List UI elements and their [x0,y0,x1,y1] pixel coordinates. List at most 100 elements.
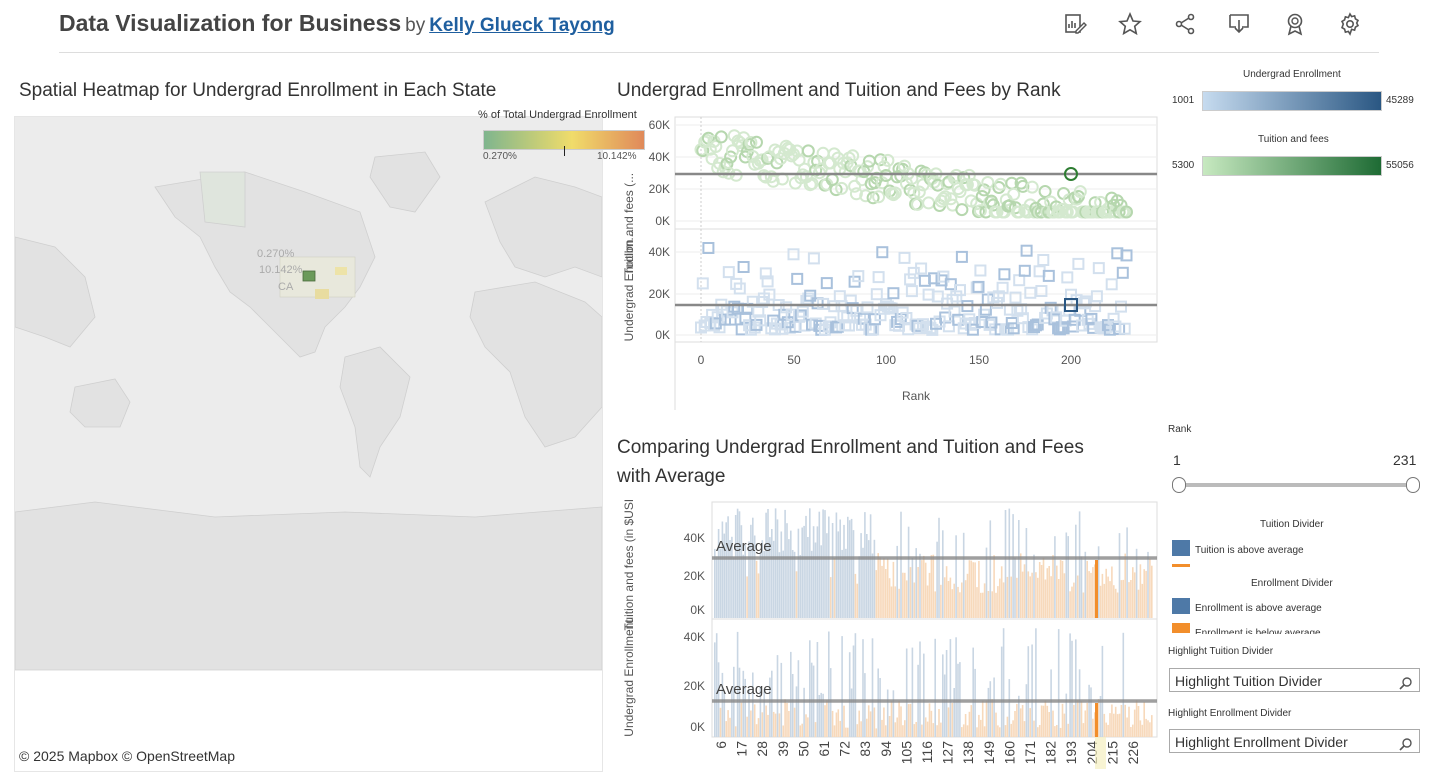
enrollment-bar[interactable] [748,688,750,737]
enrollment-bar[interactable] [740,702,743,737]
enrollment-bar[interactable] [801,723,803,737]
enrollment-bar[interactable] [1139,720,1142,737]
tuition-bar[interactable] [776,519,779,618]
tuition-bar[interactable] [1126,527,1128,618]
enrollment-bar[interactable] [888,716,891,737]
enrollment-bar[interactable] [1073,704,1075,737]
tuition-below-swatch[interactable] [1172,564,1190,567]
tuition-bar[interactable] [721,521,724,619]
enrollment-bar[interactable] [1126,717,1128,738]
tuition-bar[interactable] [763,551,765,618]
scatter-enrollment-point[interactable] [756,296,769,308]
tuition-bar[interactable] [848,520,851,618]
enrollment-bar[interactable] [886,689,889,738]
tuition-bar[interactable] [784,509,786,618]
tuition-bar[interactable] [1088,571,1090,618]
tuition-bar[interactable] [970,560,973,618]
enrollment-bar[interactable] [867,705,870,737]
scatter-tuition-point[interactable] [1007,187,1021,201]
tuition-bar[interactable] [924,562,927,618]
download-icon[interactable] [1225,10,1253,38]
tuition-bar[interactable] [877,553,879,618]
tuition-bar[interactable] [947,581,950,618]
enrollment-bar[interactable] [951,702,954,737]
tuition-bar[interactable] [858,556,860,618]
tuition-bar[interactable] [869,514,872,618]
scatter-enrollment-point[interactable] [861,301,874,314]
enrollment-bar[interactable] [839,720,841,737]
enrollment-bar[interactable] [805,714,807,737]
scatter-enrollment-point[interactable] [942,320,955,333]
enrollment-bar[interactable] [774,713,777,737]
tuition-bar[interactable] [890,586,893,619]
tuition-bar[interactable] [717,529,720,618]
enrollment-bar[interactable] [1006,716,1009,737]
scatter-enrollment-point[interactable] [722,266,735,279]
tuition-bar[interactable] [736,508,739,618]
tuition-bar[interactable] [1031,572,1033,618]
enrollment-bar[interactable] [1008,679,1011,737]
tuition-bar[interactable] [1069,591,1071,618]
tuition-bar[interactable] [1048,566,1050,618]
tuition-bar[interactable] [839,519,841,619]
tuition-bar[interactable] [1054,536,1056,618]
tuition-bar[interactable] [953,583,955,618]
tuition-bar[interactable] [856,583,859,618]
enrollment-bar[interactable] [907,704,910,737]
tuition-bar[interactable] [938,517,940,618]
tuition-bar[interactable] [1057,579,1060,618]
scatter-enrollment-point[interactable] [937,270,950,283]
enrollment-bar[interactable] [744,678,746,737]
world-heatmap[interactable] [14,116,603,772]
tuition-bar[interactable] [714,548,716,618]
scatter-enrollment-point[interactable] [1007,322,1020,335]
enrollment-bar[interactable] [1048,712,1050,737]
enrollment-bar[interactable] [782,725,784,738]
tuition-bar[interactable] [841,549,843,618]
rank-slider-max-handle[interactable] [1406,477,1420,493]
enrollment-bar[interactable] [736,631,739,737]
enrollment-bar[interactable] [1054,726,1056,737]
enrollment-bar[interactable] [1082,723,1085,737]
tuition-bar[interactable] [917,567,919,618]
enrollment-bar[interactable] [928,703,931,737]
enrollment-bar[interactable] [1092,718,1094,737]
scatter-enrollment-point[interactable] [733,282,746,295]
enrollment-bar[interactable] [1111,704,1113,738]
scatter-tuition-point[interactable] [883,184,897,198]
enrollment-bar[interactable] [753,704,756,737]
scatter-enrollment-point[interactable] [930,317,942,330]
enrollment-bar[interactable] [807,717,809,737]
tuition-bar[interactable] [1120,580,1123,618]
tuition-bar[interactable] [767,509,769,618]
scatter-enrollment-point[interactable] [948,305,961,318]
enrollment-bar[interactable] [1021,705,1024,737]
enrollment-bar[interactable] [961,727,963,737]
enrollment-bar[interactable] [824,705,826,737]
tuition-bar[interactable] [744,544,746,618]
scatter-enrollment-point[interactable] [728,300,741,313]
tuition-bar[interactable] [1056,565,1058,618]
enrollment-bar[interactable] [1076,700,1079,737]
enrollment-bar[interactable] [1059,727,1062,737]
scatter-tuition-point[interactable] [750,135,763,149]
tuition-bar[interactable] [926,585,929,619]
scatter-enrollment-point[interactable] [926,323,939,336]
scatter-enrollment-point[interactable] [778,308,791,321]
scatter-tuition-point[interactable] [849,187,863,201]
enrollment-bar[interactable] [1145,718,1147,737]
enrollment-bar[interactable] [1132,724,1134,737]
tuition-bar[interactable] [949,577,952,618]
enrollment-bar[interactable] [1105,722,1107,737]
tuition-bar[interactable] [805,515,807,618]
tuition-bar[interactable] [771,529,773,618]
enrollment-bar[interactable] [714,642,716,737]
enrollment-bar[interactable] [1023,721,1026,737]
scatter-enrollment-point[interactable] [787,248,800,261]
scatter-enrollment-point[interactable] [905,285,918,298]
scatter-tuition-point[interactable] [1060,205,1074,219]
scatter-enrollment-point[interactable] [763,288,776,301]
enrollment-bar[interactable] [778,713,781,737]
scatter-tuition-point[interactable] [744,136,758,149]
enrollment-bar[interactable] [731,689,733,737]
